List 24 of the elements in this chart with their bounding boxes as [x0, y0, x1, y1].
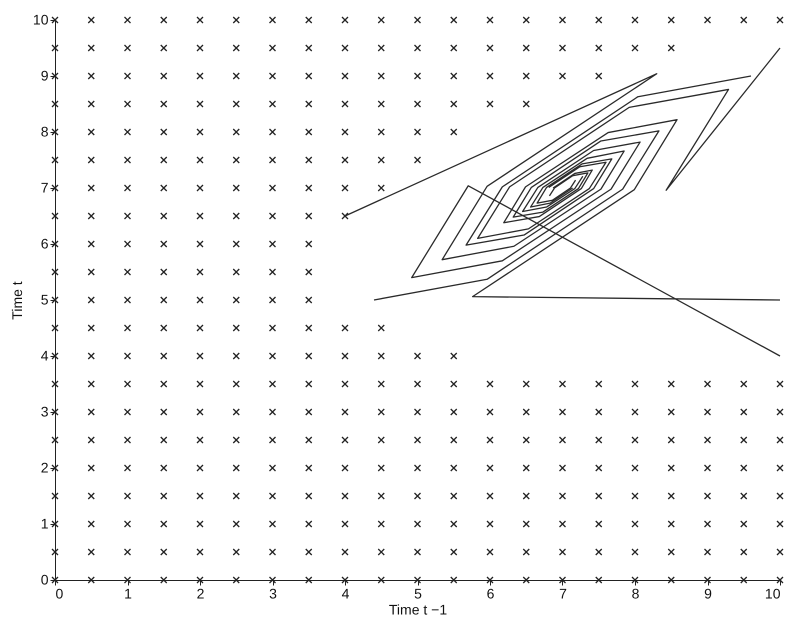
x-tick-label: 6	[486, 586, 495, 602]
y-tick-label: 2	[40, 460, 49, 476]
x-tick-label: 9	[704, 586, 712, 602]
y-tick-label: 4	[40, 348, 49, 364]
y-tick-label: 10	[32, 12, 49, 28]
y-tick-label: 9	[40, 68, 49, 84]
y-tick-label: 0	[40, 572, 49, 588]
y-tick-label: 7	[40, 180, 49, 196]
x-tick-label: 7	[559, 586, 568, 602]
y-tick-label: 3	[40, 404, 49, 420]
y-tick-label: 5	[40, 292, 49, 308]
x-tick-label: 1	[124, 586, 132, 602]
x-tick-label: 10	[764, 586, 781, 602]
x-tick-label: 4	[342, 586, 350, 602]
x-axis-title: Time t −1	[388, 602, 448, 618]
x-tick-label: 3	[269, 586, 278, 602]
y-tick-label: 8	[40, 124, 49, 140]
x-tick-label: 5	[414, 586, 422, 602]
y-axis-title: Time t	[8, 281, 25, 320]
y-tick-label: 1	[40, 516, 49, 532]
x-tick-label: 8	[632, 586, 640, 602]
x-tick-label: 2	[196, 586, 205, 602]
x-tick-label: 0	[56, 586, 64, 602]
y-tick-label: 6	[40, 236, 49, 252]
